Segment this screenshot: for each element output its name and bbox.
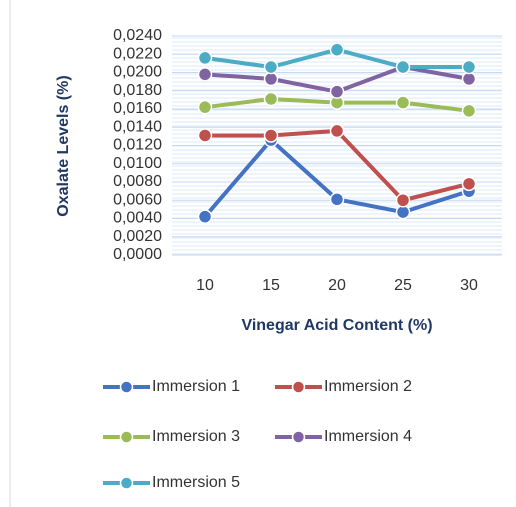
y-tick-label: 0,0140 [113, 118, 162, 135]
data-point [461, 103, 477, 119]
legend-label: Immersion 5 [152, 474, 240, 491]
x-tick-label: 15 [262, 277, 280, 294]
data-point [329, 123, 345, 139]
y-tick-label: 0,0220 [113, 45, 162, 62]
y-tick-label: 0,0020 [113, 228, 162, 245]
legend-marker [119, 476, 134, 490]
data-point [263, 128, 279, 143]
data-point [461, 176, 477, 192]
data-point [197, 99, 213, 115]
y-tick-label: 0,0040 [113, 210, 162, 227]
y-tick-label: 0,0200 [113, 64, 162, 81]
y-axis-title: Oxalate Levels (%) [55, 75, 72, 216]
data-point [263, 59, 279, 75]
data-point [461, 59, 477, 75]
data-point [197, 209, 213, 224]
y-tick-label: 0,0240 [113, 27, 162, 44]
x-tick-label: 25 [394, 277, 412, 294]
y-tick-label: 0,0100 [113, 155, 162, 172]
y-tick-label: 0,0120 [113, 137, 162, 154]
data-point [395, 193, 411, 208]
data-point [197, 67, 213, 82]
data-point [395, 204, 411, 220]
data-point [329, 84, 345, 99]
data-point [197, 50, 213, 66]
legend-marker [291, 380, 306, 394]
y-tick-label: 0,0060 [113, 191, 162, 208]
data-point [263, 71, 279, 87]
data-point [197, 128, 213, 143]
x-tick-label: 20 [328, 277, 346, 294]
y-tick-label: 0,0160 [113, 100, 162, 117]
legend-marker [291, 430, 306, 444]
legend-label: Immersion 2 [324, 378, 412, 395]
y-tick-label: 0,0000 [113, 246, 162, 263]
y-tick-label: 0,0080 [113, 173, 162, 190]
legend-marker [119, 380, 134, 394]
legend-label: Immersion 4 [324, 428, 412, 445]
x-axis-title: Vinegar Acid Content (%) [241, 317, 432, 334]
data-point [329, 192, 345, 207]
data-point [263, 91, 279, 107]
legend-label: Immersion 3 [152, 428, 240, 445]
data-point [395, 95, 411, 110]
data-point [461, 71, 477, 87]
data-point [329, 42, 345, 57]
x-tick-label: 10 [196, 277, 214, 294]
y-tick-label: 0,0180 [113, 82, 162, 99]
legend-marker [119, 430, 134, 444]
data-point [395, 59, 411, 75]
legend-label: Immersion 1 [152, 378, 240, 395]
x-tick-label: 30 [460, 277, 478, 294]
